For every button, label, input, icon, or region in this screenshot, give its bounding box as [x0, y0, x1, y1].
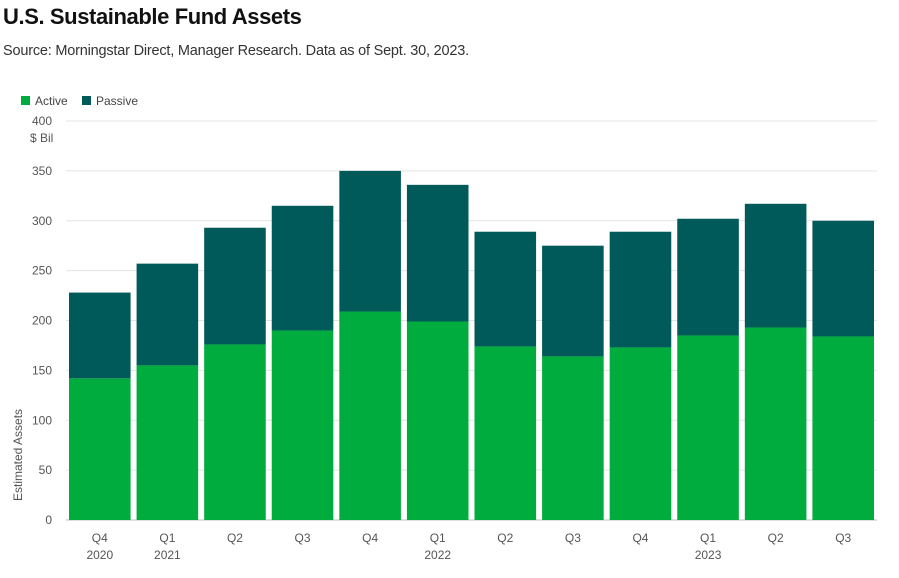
bar-passive-11 [744, 203, 807, 328]
chart-subtitle: Source: Morningstar Direct, Manager Rese… [3, 43, 469, 59]
bars [69, 170, 874, 520]
bar-active-8 [542, 356, 604, 520]
bar-active-5 [339, 311, 401, 520]
y-axis-title: Estimated Assets [11, 409, 25, 501]
x-tick-quarter: Q2 [227, 531, 243, 545]
legend-swatch-passive [82, 96, 91, 105]
legend: Active Passive [21, 94, 138, 108]
bar-active-11 [744, 327, 807, 520]
gridlines: 0 50 100 150 200 250 300 350 400 [32, 114, 877, 527]
bar-active-10 [677, 335, 739, 520]
bar-passive-3 [204, 227, 266, 345]
bar-active-2 [136, 365, 199, 520]
y-tick-label: 200 [32, 314, 52, 328]
bar-passive-4 [271, 205, 334, 331]
x-tick-quarter: Q4 [92, 531, 108, 545]
x-tick-quarter: Q1 [700, 531, 716, 545]
y-tick-label: 350 [32, 164, 52, 178]
y-tick-label: 50 [39, 463, 53, 477]
bar-active-3 [204, 344, 266, 520]
bar-passive-6 [406, 184, 469, 322]
bar-passive-5 [339, 170, 401, 312]
bar-active-7 [474, 346, 537, 520]
x-tick-quarter: Q1 [430, 531, 446, 545]
legend-swatch-active [21, 96, 30, 105]
axis-ticks: Q4 2020 Q1 2021 Q2 Q3 Q4 Q1 2022 Q2 Q3 Q4 Q1 2023 Q2 Q3 [86, 531, 851, 562]
bar-passive-2 [136, 263, 199, 366]
bar-passive-1 [69, 292, 131, 379]
bar-active-4 [271, 330, 334, 520]
x-tick-quarter: Q3 [565, 531, 581, 545]
x-tick-quarter: Q2 [768, 531, 784, 545]
legend-label-active: Active [35, 94, 68, 108]
x-tick-year: 2020 [86, 548, 113, 562]
y-tick-label: 100 [32, 413, 52, 427]
x-tick-year: 2022 [424, 548, 451, 562]
bar-active-1 [69, 378, 131, 520]
bar-active-6 [406, 321, 469, 520]
x-tick-year: 2023 [695, 548, 722, 562]
y-tick-label: 0 [45, 513, 52, 527]
bar-passive-7 [474, 231, 537, 347]
x-tick-year: 2021 [154, 548, 181, 562]
chart-title: U.S. Sustainable Fund Assets [3, 4, 302, 29]
y-tick-label: 300 [32, 214, 52, 228]
x-tick-quarter: Q3 [295, 531, 311, 545]
bar-passive-12 [812, 220, 874, 337]
bar-active-9 [609, 347, 672, 520]
y-tick-label: 400 [32, 114, 52, 128]
x-tick-quarter: Q1 [159, 531, 175, 545]
x-tick-quarter: Q4 [632, 531, 648, 545]
x-tick-quarter: Q2 [497, 531, 513, 545]
bar-passive-8 [542, 245, 604, 357]
x-tick-quarter: Q4 [362, 531, 378, 545]
bar-active-12 [812, 336, 874, 520]
y-axis-unit: $ Bil [30, 131, 53, 145]
y-tick-label: 150 [32, 363, 52, 377]
legend-label-passive: Passive [96, 94, 138, 108]
bar-passive-9 [609, 231, 672, 348]
y-tick-label: 250 [32, 264, 52, 278]
bar-passive-10 [677, 218, 739, 336]
x-tick-quarter: Q3 [835, 531, 851, 545]
